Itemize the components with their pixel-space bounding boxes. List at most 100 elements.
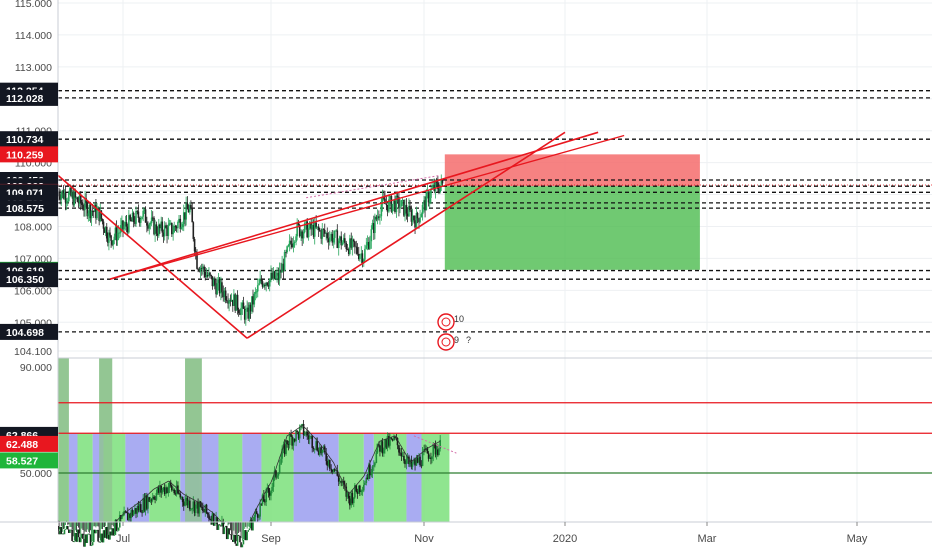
candle[interactable] <box>393 200 395 212</box>
candle[interactable] <box>320 228 322 244</box>
candle[interactable] <box>165 222 167 229</box>
candle[interactable] <box>60 192 63 206</box>
candle[interactable] <box>432 178 435 189</box>
candle[interactable] <box>337 238 340 256</box>
candle[interactable] <box>75 196 78 200</box>
candle[interactable] <box>102 219 105 235</box>
candle[interactable] <box>223 287 226 303</box>
candle[interactable] <box>375 214 378 222</box>
candle[interactable] <box>376 209 379 225</box>
candle[interactable] <box>270 265 272 283</box>
candle[interactable] <box>416 211 419 224</box>
candle[interactable] <box>144 206 147 223</box>
candle[interactable] <box>212 277 215 287</box>
candle[interactable] <box>395 192 398 218</box>
candle[interactable] <box>112 239 115 250</box>
candle[interactable] <box>213 276 216 290</box>
candle[interactable] <box>168 219 171 226</box>
candle[interactable] <box>300 229 302 242</box>
candle[interactable] <box>84 190 86 217</box>
candle[interactable] <box>268 278 271 292</box>
candle[interactable] <box>266 282 269 287</box>
candle[interactable] <box>225 296 228 304</box>
candle[interactable] <box>265 281 268 292</box>
candle[interactable] <box>241 300 244 315</box>
candle[interactable] <box>354 241 356 254</box>
candle[interactable] <box>383 190 385 201</box>
candle[interactable] <box>420 212 423 218</box>
candle[interactable] <box>123 221 125 233</box>
candle[interactable] <box>121 215 123 232</box>
candle[interactable] <box>126 223 129 237</box>
candle[interactable] <box>228 298 230 312</box>
candle[interactable] <box>86 200 89 220</box>
candle[interactable] <box>175 225 178 233</box>
candle[interactable] <box>65 198 68 211</box>
candle[interactable] <box>236 290 239 315</box>
candle[interactable] <box>404 199 406 222</box>
take-profit-zone[interactable] <box>444 186 700 270</box>
candle[interactable] <box>347 247 350 257</box>
candle[interactable] <box>156 226 159 241</box>
candle[interactable] <box>323 223 326 238</box>
candle[interactable] <box>169 220 172 226</box>
candle[interactable] <box>242 296 245 309</box>
candle[interactable] <box>282 258 285 279</box>
candle[interactable] <box>351 235 354 256</box>
candle[interactable] <box>357 246 360 261</box>
candle[interactable] <box>328 230 331 246</box>
candle[interactable] <box>374 213 376 240</box>
candle[interactable] <box>380 197 383 221</box>
candle[interactable] <box>136 209 139 215</box>
candle[interactable] <box>203 264 205 279</box>
candle[interactable] <box>166 224 168 244</box>
candle[interactable] <box>364 244 366 262</box>
candle[interactable] <box>286 245 288 254</box>
candle[interactable] <box>208 267 210 278</box>
candle[interactable] <box>167 217 170 240</box>
candle[interactable] <box>138 216 141 227</box>
candle[interactable] <box>316 226 319 231</box>
candle[interactable] <box>399 198 401 214</box>
candle[interactable] <box>405 198 408 220</box>
candle[interactable] <box>290 236 292 250</box>
candle[interactable] <box>355 240 358 255</box>
candle[interactable] <box>253 292 256 308</box>
candle[interactable] <box>124 215 127 231</box>
candle[interactable] <box>333 230 336 245</box>
candle[interactable] <box>151 211 154 222</box>
trendline[interactable] <box>109 131 599 280</box>
candle[interactable] <box>82 199 84 211</box>
candle[interactable] <box>159 223 161 234</box>
candle[interactable] <box>406 207 409 223</box>
candle[interactable] <box>427 190 430 207</box>
candle[interactable] <box>403 199 405 218</box>
candle[interactable] <box>77 196 80 209</box>
candle[interactable] <box>311 218 314 236</box>
candle[interactable] <box>150 209 153 227</box>
candle[interactable] <box>180 222 183 230</box>
candle[interactable] <box>258 278 260 286</box>
candle[interactable] <box>92 210 95 218</box>
price-tag[interactable]: 112.028 <box>0 89 58 106</box>
candle[interactable] <box>171 222 173 237</box>
candle[interactable] <box>95 198 97 224</box>
candle[interactable] <box>285 249 287 258</box>
candle[interactable] <box>229 294 232 307</box>
candle[interactable] <box>408 198 410 218</box>
candle[interactable] <box>237 307 240 317</box>
candle[interactable] <box>345 240 348 252</box>
candle[interactable] <box>400 200 403 207</box>
candle[interactable] <box>68 190 70 203</box>
candle[interactable] <box>421 202 424 221</box>
candle[interactable] <box>369 235 371 250</box>
candle[interactable] <box>318 227 321 232</box>
candle[interactable] <box>398 192 400 217</box>
indicator-tag[interactable]: 58.527 <box>0 452 58 469</box>
candle[interactable] <box>227 293 229 309</box>
flag-icon[interactable] <box>437 333 455 351</box>
candle[interactable] <box>388 194 390 214</box>
candle[interactable] <box>122 220 124 238</box>
candle[interactable] <box>215 278 217 298</box>
candle[interactable] <box>419 209 421 224</box>
